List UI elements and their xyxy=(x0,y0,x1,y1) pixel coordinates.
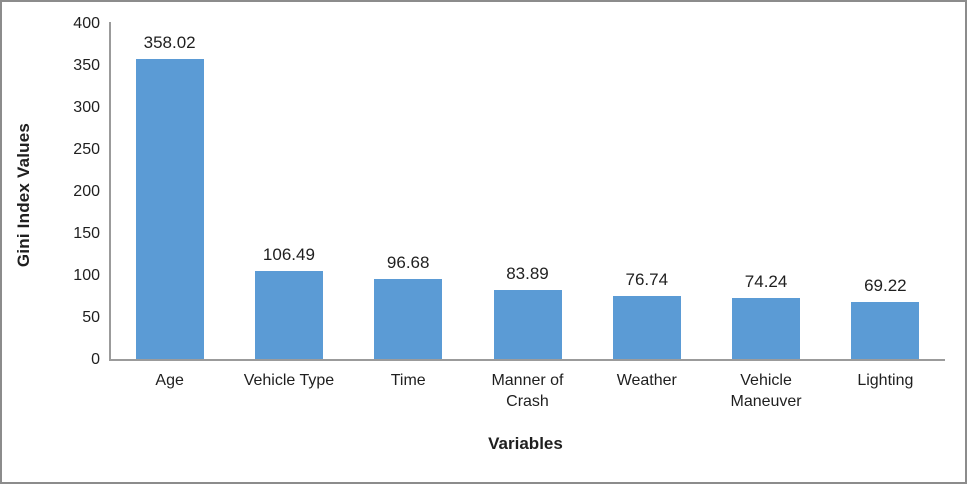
x-axis-title: Variables xyxy=(488,434,563,453)
x-category-label: Time xyxy=(390,372,426,389)
y-tick-label: 350 xyxy=(73,57,100,74)
x-category-label: Vehicle Type xyxy=(243,372,335,389)
bar-value-label: 96.68 xyxy=(386,252,430,272)
bar-value-label: 76.74 xyxy=(625,269,669,289)
x-category-label: Age xyxy=(155,372,184,389)
bar xyxy=(254,270,323,360)
bar xyxy=(374,278,443,360)
y-tick-label: 400 xyxy=(73,15,100,32)
bar-value-label: 358.02 xyxy=(143,33,196,53)
x-axis-line xyxy=(109,359,945,361)
x-category-label: Lighting xyxy=(857,372,914,389)
bar-value-label: 106.49 xyxy=(262,244,315,264)
y-tick-label: 300 xyxy=(73,99,100,116)
bar xyxy=(732,297,801,360)
x-category-label: Weather xyxy=(616,372,677,389)
x-category-label: Manner of Crash xyxy=(491,372,564,410)
y-tick-label: 200 xyxy=(73,183,100,200)
bar-value-label: 83.89 xyxy=(506,263,549,283)
bar xyxy=(493,289,562,360)
y-tick-label: 0 xyxy=(91,351,100,368)
bar xyxy=(851,301,920,360)
bar-value-label: 69.22 xyxy=(864,275,907,295)
y-tick-label: 150 xyxy=(73,225,100,242)
y-axis-line xyxy=(109,22,111,361)
x-category-label: Vehicle Maneuver xyxy=(730,372,802,410)
y-tick-label: 250 xyxy=(73,141,100,158)
y-tick-label: 50 xyxy=(82,309,100,326)
bar-value-label: 74.24 xyxy=(744,271,788,291)
y-tick-label: 100 xyxy=(73,267,100,284)
bar xyxy=(612,295,681,360)
bar xyxy=(135,59,204,360)
